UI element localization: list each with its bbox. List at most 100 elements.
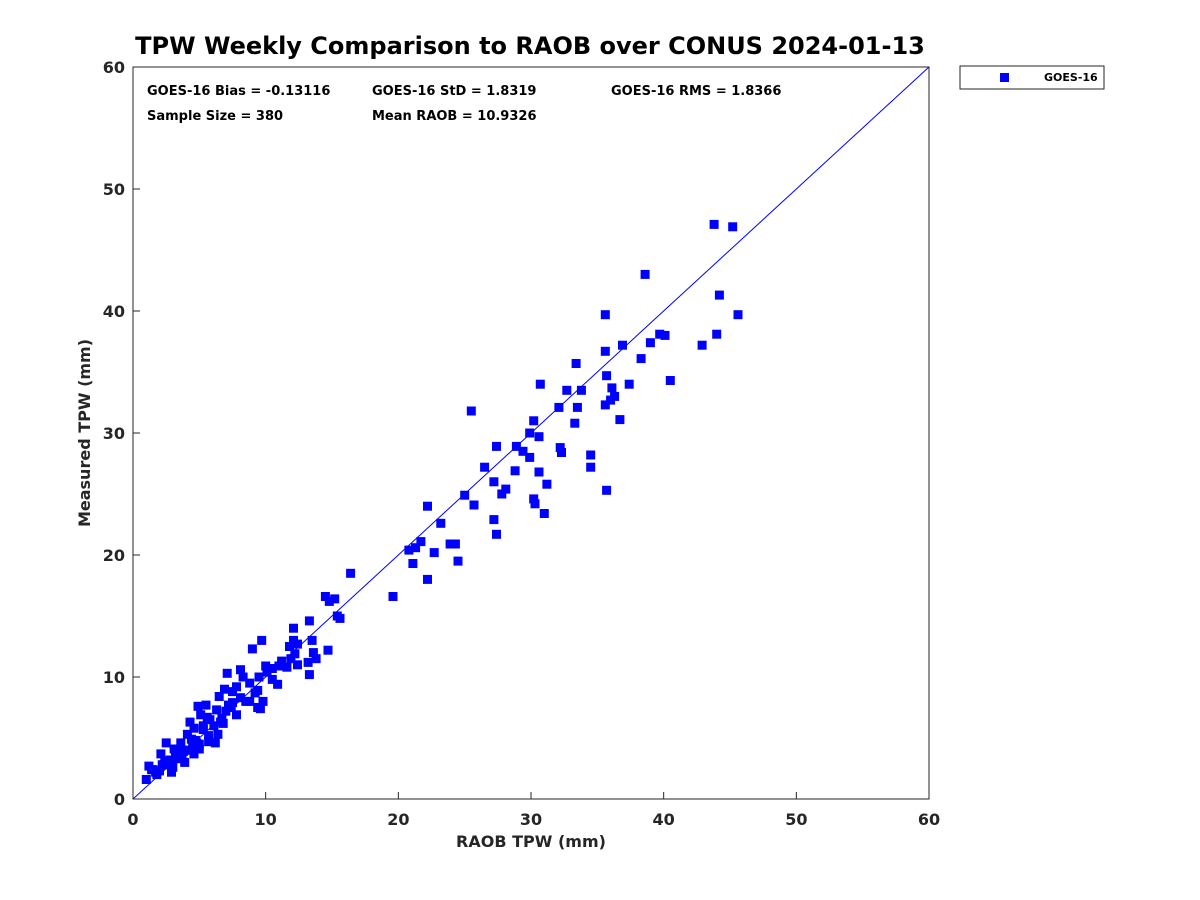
data-point — [518, 446, 528, 456]
data-point — [144, 761, 154, 771]
data-point — [222, 668, 232, 678]
data-point — [445, 539, 455, 549]
data-point — [262, 667, 272, 677]
data-point — [453, 556, 463, 566]
data-point — [529, 416, 539, 426]
data-point — [255, 704, 265, 714]
data-point — [293, 660, 302, 670]
data-point — [202, 712, 212, 722]
data-point — [530, 499, 540, 509]
data-point — [220, 684, 229, 694]
data-point — [501, 484, 511, 494]
data-point — [285, 642, 294, 651]
data-point — [238, 672, 248, 682]
data-point — [460, 490, 470, 500]
data-point — [214, 692, 224, 701]
data-point — [228, 687, 237, 697]
data-point — [640, 269, 650, 279]
data-point — [194, 744, 204, 754]
data-point — [232, 682, 241, 692]
data-point — [293, 639, 302, 649]
data-point — [466, 406, 476, 416]
data-point — [261, 661, 271, 671]
y-tick-label: 10 — [103, 668, 125, 687]
x-tick-label: 30 — [520, 810, 542, 829]
series-goes16-points — [141, 219, 743, 784]
data-point — [660, 330, 670, 340]
data-point — [176, 738, 186, 748]
data-point — [525, 428, 535, 438]
y-tick-label: 50 — [103, 180, 125, 199]
data-point — [636, 354, 646, 364]
data-point — [497, 489, 507, 499]
data-point — [245, 678, 255, 688]
data-point — [180, 757, 190, 767]
data-point — [712, 329, 722, 339]
data-point — [429, 548, 439, 558]
data-point — [209, 721, 219, 731]
data-point — [714, 290, 724, 300]
data-point — [600, 400, 610, 410]
data-point — [562, 385, 572, 395]
data-point — [534, 432, 544, 442]
data-point — [586, 450, 596, 460]
data-point — [181, 745, 191, 755]
data-point — [450, 539, 460, 549]
stat-mean-raob: Mean RAOB = 10.9326 — [372, 109, 537, 124]
data-point — [282, 662, 292, 672]
data-point — [388, 592, 398, 601]
data-point — [607, 383, 617, 393]
x-axis-label: RAOB TPW (mm) — [456, 832, 606, 851]
x-tick-label: 50 — [785, 810, 807, 829]
data-point — [416, 537, 426, 547]
data-point — [665, 376, 675, 385]
stat-sample-size: Sample Size = 380 — [147, 109, 283, 124]
data-point — [323, 645, 333, 655]
data-point — [210, 738, 220, 748]
data-point — [576, 385, 586, 395]
data-point — [645, 338, 655, 348]
data-point — [254, 672, 264, 682]
data-point — [586, 462, 596, 472]
data-point — [489, 515, 499, 525]
data-point — [193, 701, 203, 711]
data-point — [624, 379, 634, 389]
data-point — [277, 656, 287, 666]
data-point — [602, 371, 612, 381]
x-tick-label: 0 — [127, 810, 138, 829]
data-point — [330, 594, 340, 604]
data-point — [167, 767, 176, 777]
data-point — [189, 723, 199, 733]
x-tick-label: 60 — [918, 810, 940, 829]
data-point — [304, 670, 314, 680]
data-point — [311, 654, 321, 664]
data-point — [161, 738, 171, 748]
data-point — [728, 222, 738, 232]
data-point — [332, 611, 342, 621]
data-point — [267, 674, 277, 684]
data-point — [308, 648, 318, 658]
y-axis-ticks: 0 10 20 30 40 50 60 — [103, 58, 140, 809]
data-point — [258, 696, 268, 706]
chart-title: TPW Weekly Comparison to RAOB over CONUS… — [135, 32, 925, 60]
x-tick-label: 40 — [653, 810, 675, 829]
data-point — [489, 477, 499, 487]
data-point — [542, 479, 552, 489]
data-point — [189, 749, 199, 759]
data-point — [157, 760, 167, 770]
data-point — [411, 543, 421, 553]
data-point — [570, 418, 580, 428]
data-point — [404, 545, 414, 555]
plot-area: 0 10 20 30 40 50 60 0 10 20 30 40 50 60 — [103, 58, 940, 829]
data-point — [165, 755, 175, 765]
y-tick-label: 60 — [103, 58, 125, 77]
data-point — [554, 402, 564, 412]
data-point — [733, 310, 743, 320]
data-point — [188, 740, 198, 750]
data-point — [555, 443, 565, 453]
data-point — [236, 693, 245, 703]
data-point — [572, 402, 582, 412]
data-point — [469, 500, 479, 510]
